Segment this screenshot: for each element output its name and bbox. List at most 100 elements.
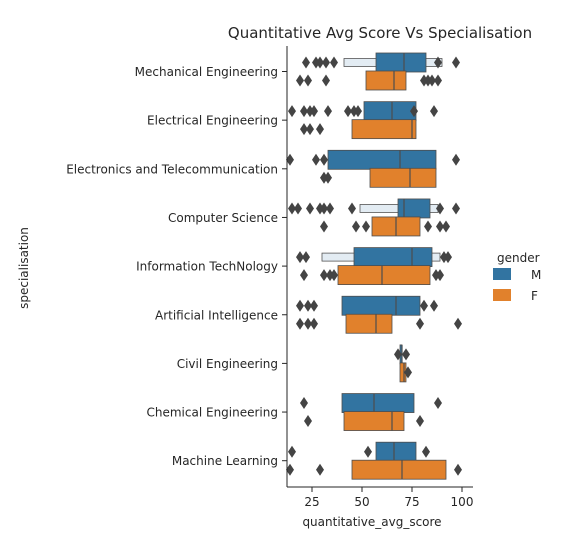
outlier-point [300,397,308,410]
outlier-point [410,105,418,118]
y-tick-label: Information TechNology [136,260,278,274]
outlier-point [452,56,460,69]
iqr-box-m [363,101,417,122]
iqr-box-f [365,70,407,91]
y-tick-label: Machine Learning [172,454,278,468]
iqr-box-m [341,295,421,316]
outlier-point [300,123,308,136]
outlier-point [442,220,450,233]
outlier-point [324,105,332,118]
outlier-point [422,445,430,458]
outlier-point [304,299,312,312]
y-axis-label: specialisation [17,227,31,309]
outlier-point [296,74,304,87]
outlier-point [436,220,444,233]
outlier-point [364,445,372,458]
iqr-box-m [353,247,433,268]
outlier-point [416,415,424,428]
outlier-point [348,202,356,215]
x-tick-label: 100 [451,495,474,509]
x-axis-label: quantitative_avg_score [302,515,441,529]
iqr-box-f [351,119,417,140]
outlier-point [324,171,332,184]
outlier-point [302,56,310,69]
legend-label-m: M [531,268,541,282]
x-tick-label: 75 [404,495,419,509]
outlier-point [434,74,442,87]
y-tick-label: Artificial Intelligence [155,308,278,322]
y-tick-label: Civil Engineering [177,357,278,371]
outlier-point [288,445,296,458]
outlier-point [402,348,410,361]
outlier-point [316,463,324,476]
outlier-point [304,415,312,428]
outlier-point [296,317,304,330]
outlier-point [434,397,442,410]
outlier-point [304,317,312,330]
outlier-point [416,317,424,330]
iqr-box-m [375,441,417,462]
outlier-point [316,123,324,136]
outlier-point [304,74,312,87]
iqr-box-f [337,265,431,286]
outlier-point [354,105,362,118]
outlier-point [322,74,330,87]
iqr-box-m [375,52,427,73]
outlier-point [320,269,328,282]
outlier-point [404,366,412,379]
outlier-point [362,220,370,233]
outlier-point [288,105,296,118]
outlier-point [330,269,338,282]
iqr-box-m [397,198,431,219]
outlier-point [428,74,436,87]
legend-swatch-m [493,268,511,280]
outlier-point [430,105,438,118]
legend-swatch-f [493,289,511,301]
outlier-point [320,220,328,233]
outlier-point [306,123,314,136]
legend-title: gender [497,251,540,265]
iqr-box-f [345,313,393,334]
outlier-point [454,317,462,330]
y-tick-label: Mechanical Engineering [135,65,278,79]
iqr-box-m [327,149,437,170]
y-tick-label: Electrical Engineering [147,114,278,128]
outlier-point [312,153,320,166]
y-tick-label: Electronics and Telecommunication [66,162,278,176]
x-tick-label: 50 [354,495,369,509]
iqr-box-f [351,459,447,480]
outlier-point [352,220,360,233]
y-tick-label: Computer Science [168,211,278,225]
plot-area: Mechanical Engineering Electrical Enginee… [66,52,474,509]
outlier-point [288,202,296,215]
outlier-point [306,202,314,215]
outlier-point [296,299,304,312]
chart-title: Quantitative Avg Score Vs Specialisation [228,24,532,42]
outlier-point [300,105,308,118]
outlier-point [444,251,452,264]
outlier-point [296,251,304,264]
outlier-point [310,317,318,330]
outlier-point [330,56,338,69]
outlier-point [320,202,328,215]
outlier-point [424,220,432,233]
legend-label-f: F [531,289,538,303]
iqr-box-f [369,167,437,188]
outlier-point [300,269,308,282]
x-tick-label: 25 [304,495,319,509]
outlier-point [310,105,318,118]
outlier-point [420,299,428,312]
outlier-point [344,105,352,118]
outlier-point [436,269,444,282]
outlier-point [452,153,460,166]
y-tick-label: Chemical Engineering [147,406,279,420]
outlier-point [454,463,462,476]
outlier-point [294,202,302,215]
outlier-point [316,56,324,69]
outlier-point [322,56,330,69]
outlier-point [430,299,438,312]
outlier-point [434,56,442,69]
iqr-box-f [343,411,405,431]
outlier-point [286,463,294,476]
